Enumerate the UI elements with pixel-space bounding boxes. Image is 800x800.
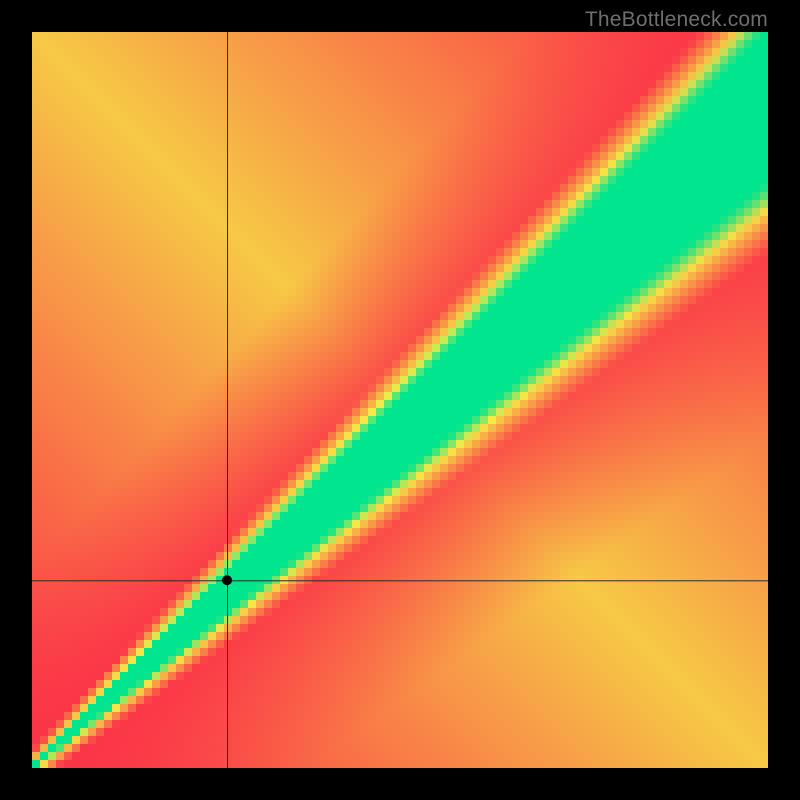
watermark-text: TheBottleneck.com [585,8,768,32]
chart-container: TheBottleneck.com [0,0,800,800]
crosshair-overlay [0,0,800,800]
